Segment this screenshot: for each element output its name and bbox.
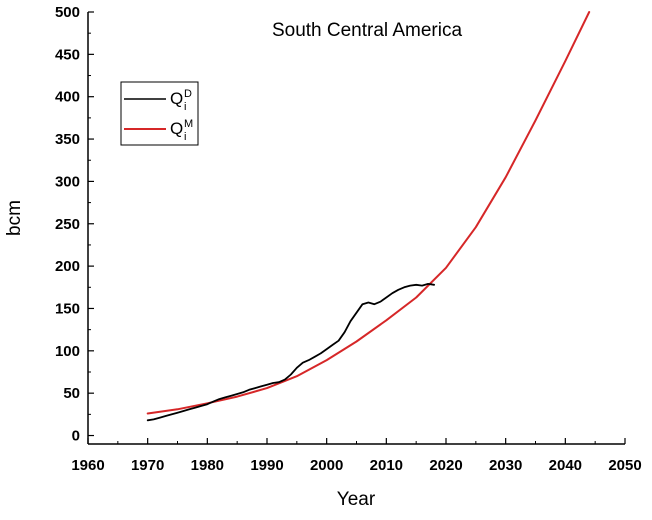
x-tick-label: 1970	[131, 457, 164, 474]
plot-frame	[87, 12, 625, 445]
x-ticks: 1960 1970 1980 1990 2000 2010 2020 2030 2040 2050	[71, 438, 642, 474]
legend-label-d-sub: i	[184, 101, 186, 113]
series-line-qd	[146, 282, 436, 422]
legend-label-m-base: Q	[170, 119, 183, 138]
legend-label-m-sub: i	[184, 131, 186, 143]
legend: Q D i Q M i	[120, 81, 199, 146]
y-tick-label: 150	[55, 300, 80, 317]
x-tick-label: 1980	[191, 457, 224, 474]
legend-label-d-base: Q	[170, 89, 183, 108]
x-tick-label: 2050	[608, 457, 641, 474]
legend-label-m-sup: M	[184, 118, 193, 130]
y-tick-label: 450	[55, 46, 80, 63]
x-tick-label: 2040	[549, 457, 582, 474]
y-tick-label: 350	[55, 131, 80, 148]
x-tick-label: 2000	[310, 457, 343, 474]
y-tick-label: 400	[55, 89, 80, 106]
y-tick-label: 200	[55, 258, 80, 275]
x-tick-label: 2030	[489, 457, 522, 474]
legend-label-m: Q	[170, 119, 183, 138]
x-tick-label: 1990	[250, 457, 283, 474]
series-layer	[146, 11, 591, 422]
legend-box	[120, 81, 199, 146]
y-tick-label: 300	[55, 173, 80, 190]
y-tick-label: 500	[55, 4, 80, 21]
legend-label-d: Q	[170, 89, 183, 108]
chart-title: South Central America	[272, 20, 463, 41]
y-axis-title: bcm	[4, 200, 25, 236]
y-tick-label: 250	[55, 216, 80, 233]
x-tick-label: 2020	[429, 457, 462, 474]
y-tick-label: 50	[63, 385, 80, 402]
y-ticks: 0 50 100 150 200 250 300 350 400 450 500	[55, 4, 94, 445]
x-tick-label: 1960	[71, 457, 104, 474]
series-line-qm	[146, 11, 591, 415]
y-tick-label: 100	[55, 343, 80, 360]
y-tick-label: 0	[72, 428, 80, 445]
legend-label-d-sup: D	[184, 88, 192, 100]
x-axis-title: Year	[337, 489, 376, 510]
x-tick-label: 2010	[370, 457, 403, 474]
